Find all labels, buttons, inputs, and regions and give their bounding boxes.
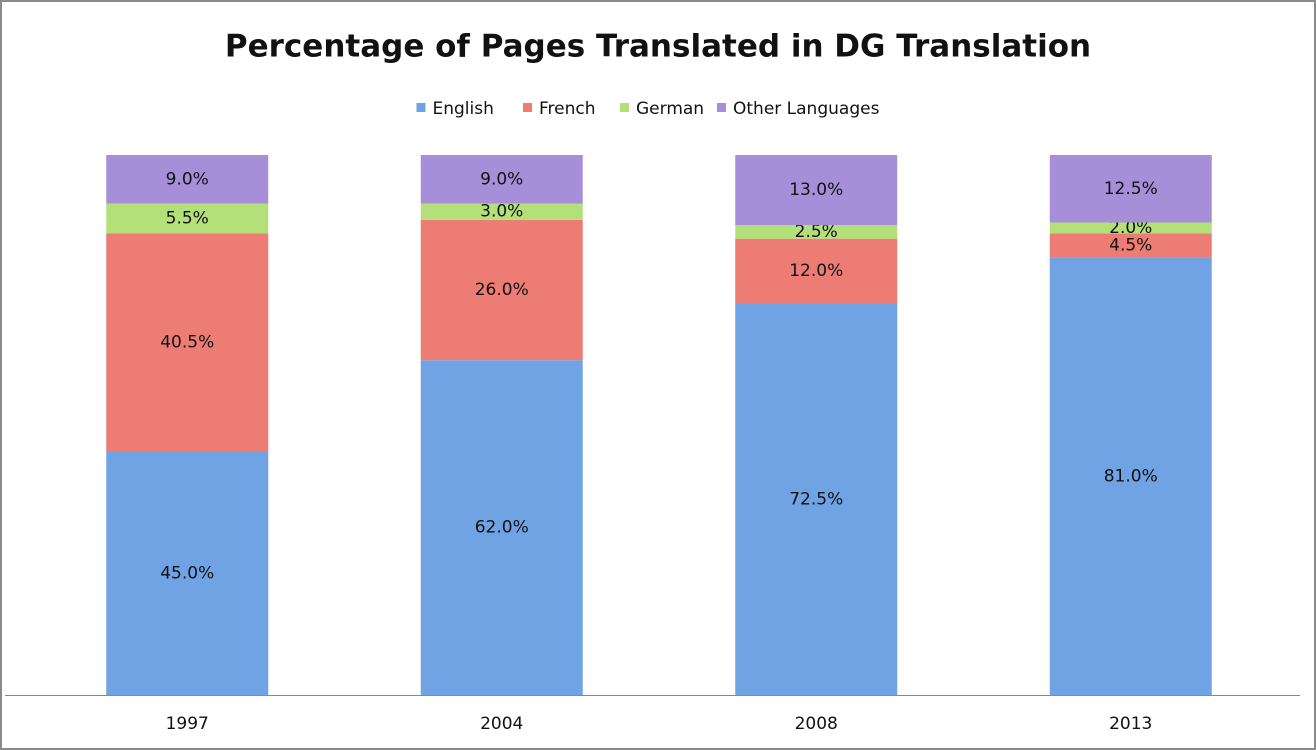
bar-segment: [106, 452, 269, 695]
legend-swatch: [523, 103, 532, 112]
legend-swatch: [620, 103, 629, 112]
legend-swatch: [416, 103, 426, 112]
bar-segment: [1049, 222, 1212, 234]
value-label: 12.5%: [1104, 179, 1158, 199]
value-label: 9.0%: [166, 169, 209, 189]
bar-segment: [1049, 155, 1212, 223]
value-label: 40.5%: [160, 333, 214, 353]
legend-label: English: [433, 99, 494, 119]
x-tick-label: 2008: [795, 714, 838, 734]
legend-label: Other Languages: [733, 99, 880, 119]
value-label: 62.0%: [475, 518, 529, 538]
x-tick-label: 2004: [480, 714, 523, 734]
bar-segment: [106, 233, 269, 452]
value-label: 9.0%: [480, 169, 523, 189]
value-label: 2.5%: [795, 222, 838, 242]
bar-segment: [735, 303, 898, 695]
value-label: 26.0%: [475, 280, 529, 300]
bar-segment: [735, 225, 898, 239]
bar-segment: [420, 155, 583, 204]
chart-title: Percentage of Pages Translated in DG Tra…: [225, 29, 1091, 65]
value-label: 45.0%: [160, 564, 214, 584]
bar-segment: [106, 203, 269, 234]
x-tick-label: 2013: [1109, 714, 1152, 734]
legend-label: German: [636, 99, 704, 119]
legend-swatch: [717, 103, 726, 112]
x-tick-label: 1997: [166, 714, 209, 734]
value-label: 5.5%: [166, 208, 209, 228]
value-label: 13.0%: [789, 180, 843, 200]
bar-segment: [1049, 257, 1212, 695]
value-label: 72.5%: [789, 489, 843, 509]
value-label: 81.0%: [1104, 466, 1158, 486]
bar-segment: [106, 155, 269, 204]
value-label: 4.5%: [1109, 235, 1152, 255]
bar-segment: [420, 219, 583, 361]
bar-segment: [1049, 233, 1212, 258]
bar-segment: [735, 238, 898, 304]
legend-label: French: [539, 99, 596, 119]
bar-segment: [735, 155, 898, 226]
bar-segment: [420, 360, 583, 695]
value-label: 2.0%: [1109, 218, 1152, 238]
value-label: 3.0%: [480, 202, 523, 222]
bar-segment: [420, 203, 583, 220]
value-label: 12.0%: [789, 261, 843, 281]
